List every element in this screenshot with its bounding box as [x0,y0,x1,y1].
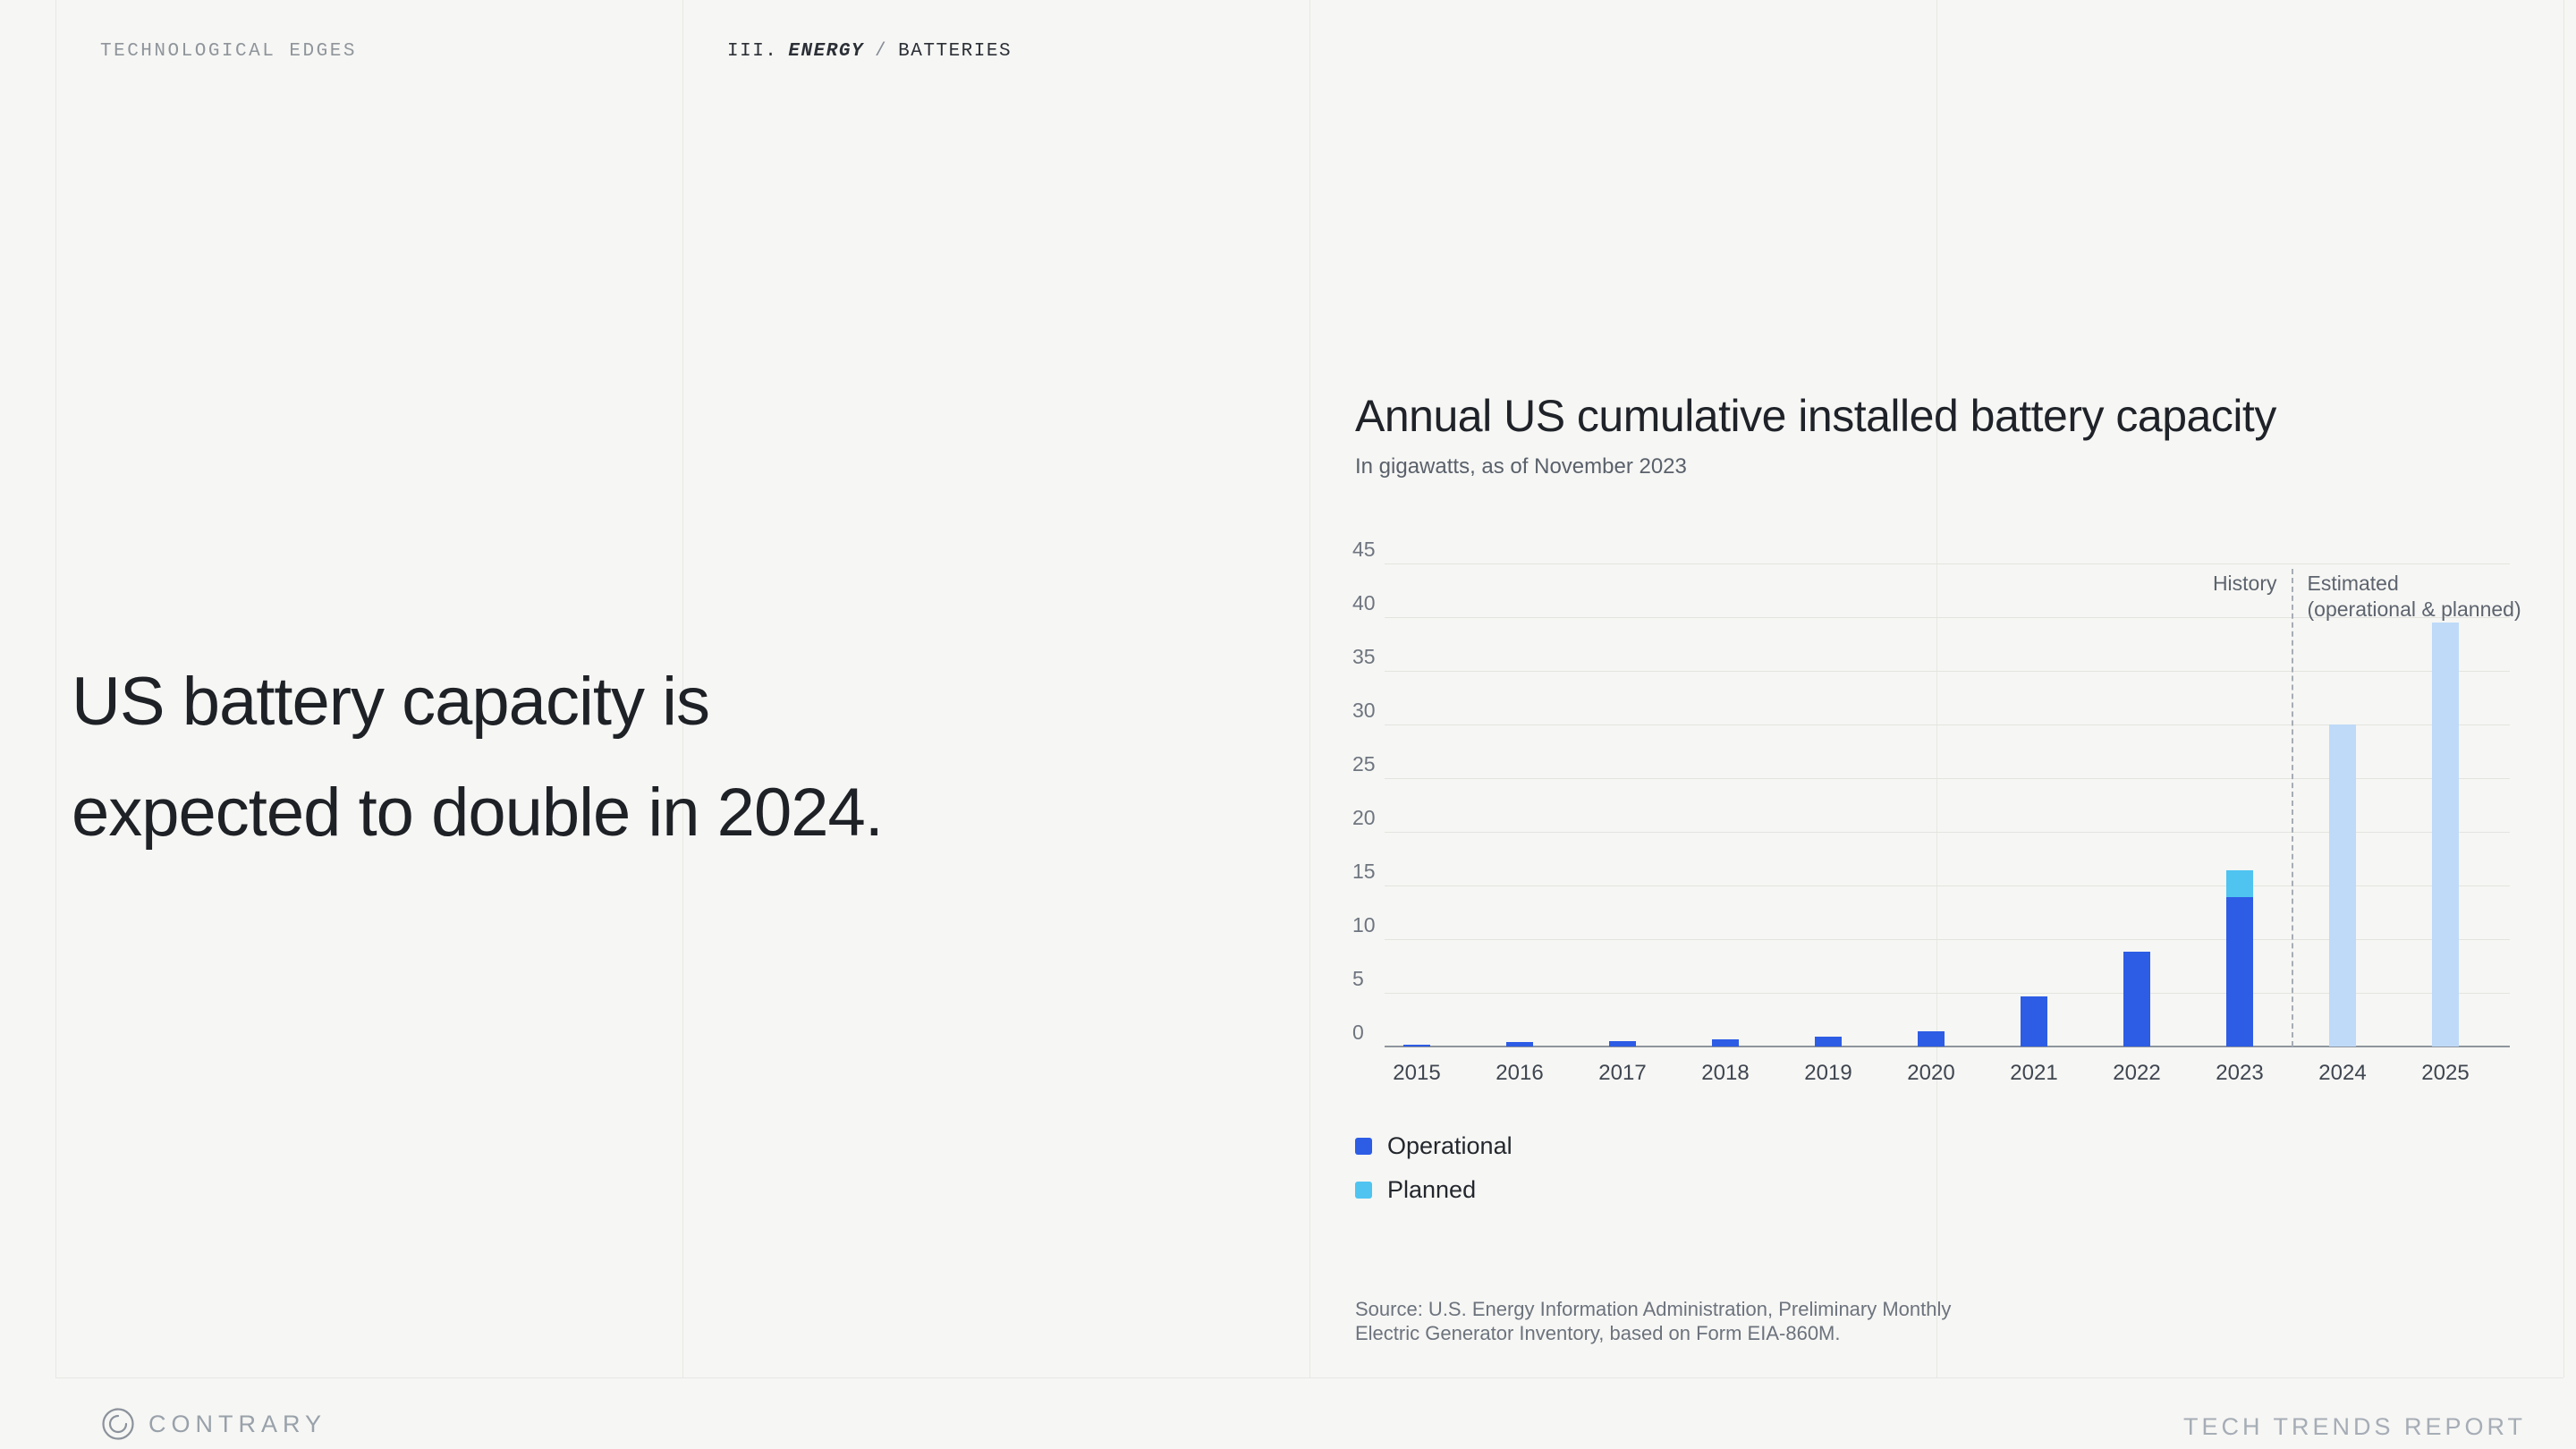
section-label: TECHNOLOGICAL EDGES [100,41,357,62]
x-axis-label: 2021 [2010,1061,2058,1085]
x-axis-label: 2015 [1393,1061,1441,1085]
chart-title: Annual US cumulative installed battery c… [1355,391,2276,441]
breadcrumb-section: ENERGY [788,41,865,62]
chart-subtitle: In gigawatts, as of November 2023 [1355,454,1687,479]
chart-plot: 0 5 10 15 20 25 30 35 40 45 History Estimated (opera… [1352,539,2521,1086]
gridline [1385,724,2510,725]
column-divider [2563,0,2564,1377]
y-axis-label: 30 [1352,699,1376,722]
gridline [1385,671,2510,672]
y-axis-label: 15 [1352,860,1376,883]
y-axis-label: 10 [1352,913,1376,936]
legend-item: Operational [1355,1132,1513,1160]
y-axis-label: 25 [1352,752,1376,775]
x-axis-label: 2019 [1804,1061,1852,1085]
bar-2016-operational [1506,1042,1533,1046]
source-line2: Electric Generator Inventory, based on F… [1355,1322,1841,1344]
column-divider [682,0,683,1377]
contrary-logo-icon [102,1408,134,1440]
footer-divider [55,1377,2563,1378]
bar-2017-operational [1609,1041,1636,1046]
y-axis-label: 5 [1352,967,1364,990]
brand-name: CONTRARY [148,1410,327,1437]
headline: US battery capacity is expected to doubl… [72,647,884,869]
y-axis-label: 35 [1352,645,1376,668]
x-axis-label: 2020 [1907,1061,1955,1085]
column-divider [1309,0,1310,1377]
breadcrumb: III. ENERGY / BATTERIES [727,41,1022,62]
y-axis-label: 40 [1352,591,1376,614]
y-axis-label: 45 [1352,538,1376,561]
legend-item: Planned [1355,1176,1513,1204]
headline-line2: expected to double in 2024. [72,775,884,851]
y-axis-label: 20 [1352,806,1376,829]
x-axis-label: 2025 [2421,1061,2470,1085]
bar-2023-operational [2226,897,2253,1046]
x-axis-label: 2022 [2113,1061,2161,1085]
gridline [1385,778,2510,779]
bar-2019-operational [1815,1037,1842,1046]
column-divider [1936,0,1937,1377]
source-line1: Source: U.S. Energy Information Administ… [1355,1298,1952,1320]
gridline [1385,993,2510,994]
x-axis-label: 2024 [2318,1061,2367,1085]
x-axis-label: 2017 [1598,1061,1647,1085]
column-divider [55,0,56,1377]
breadcrumb-separator: / [875,41,888,62]
estimated-label-line1: Estimated [2307,572,2399,595]
breadcrumb-page: BATTERIES [898,41,1013,62]
history-estimate-divider [2291,569,2293,1046]
y-axis-label: 0 [1352,1021,1364,1044]
legend-label: Operational [1387,1132,1513,1159]
bar-2018-operational [1712,1038,1739,1046]
legend-swatch [1355,1182,1372,1199]
x-axis-label: 2018 [1701,1061,1750,1085]
report-title: TECH TRENDS REPORT [2182,1413,2526,1440]
x-axis-label: 2016 [1496,1061,1544,1085]
bar-2024-estimated [2329,724,2356,1046]
chart-legend: Operational Planned [1355,1132,1513,1220]
chart-source: Source: U.S. Energy Information Administ… [1355,1297,1951,1345]
gridline [1385,617,2510,618]
x-axis-line [1385,1046,2510,1047]
bar-2022-operational [2123,952,2150,1046]
gridline [1385,832,2510,833]
estimated-label: Estimated (operational & planned) [2308,571,2521,623]
legend-swatch [1355,1138,1372,1155]
legend-label: Planned [1387,1176,1477,1203]
footer-brand: CONTRARY [100,1406,326,1442]
headline-line1: US battery capacity is [72,664,710,740]
gridline [1385,939,2510,940]
history-label: History [2212,572,2277,595]
breadcrumb-chapter: III. [727,41,778,62]
x-axis-label: 2023 [2216,1061,2264,1085]
bar-2020-operational [1918,1031,1945,1046]
bar-2025-estimated [2432,623,2459,1046]
bar-2023-planned [2226,870,2253,898]
bar-2015-operational [1403,1044,1430,1046]
bar-2021-operational [2021,996,2047,1046]
estimated-label-line2: (operational & planned) [2307,597,2521,621]
